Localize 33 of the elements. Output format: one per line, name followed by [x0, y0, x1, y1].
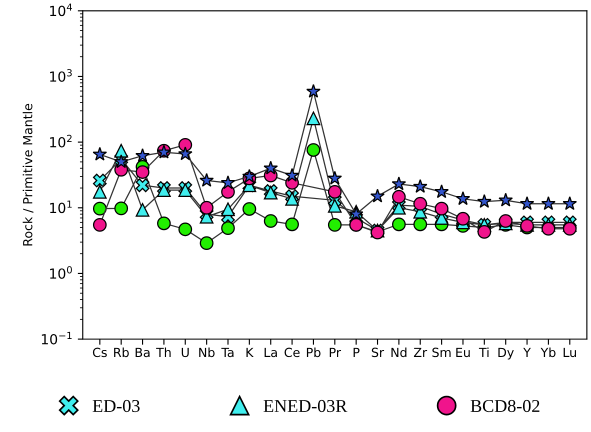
- x-tick-label: K: [246, 348, 254, 357]
- x-tick-label: Sr: [372, 348, 384, 358]
- x-tick-label: Pb: [306, 347, 320, 358]
- x-tick-label: Dy: [498, 348, 514, 360]
- x-tick-label: Ta: [221, 348, 234, 358]
- x-tick-label: U: [182, 348, 189, 358]
- y-axis-title: Rock / Primitive Mantle: [22, 104, 34, 246]
- legend-label: ENED-03R: [264, 400, 348, 412]
- x-tick-label: Cs: [92, 348, 107, 358]
- x-tick-label: Pr: [330, 348, 342, 357]
- x-tick-label: Yb: [540, 347, 556, 358]
- x-tick-label: Zr: [414, 348, 428, 357]
- x-tick-label: Y: [523, 348, 531, 357]
- x-tick-label: Th: [156, 347, 171, 357]
- x-tick-label: Nd: [391, 347, 406, 358]
- y-tick-label: 10$^{3}$: [50, 69, 72, 82]
- y-tick-label: 10$^{−1}$: [42, 332, 72, 344]
- x-tick-label: Eu: [456, 348, 470, 358]
- y-tick-label: 10$^{1}$: [50, 200, 72, 214]
- x-tick-label: Rb: [114, 347, 129, 358]
- x-tick-label: Sm: [432, 348, 451, 358]
- legend-label: BCD8-02: [470, 400, 540, 412]
- y-tick-label: 10$^{2}$: [50, 134, 72, 148]
- x-tick-label: Ti: [478, 347, 489, 357]
- x-tick-label: P: [354, 348, 360, 357]
- legend-label: ED-03: [92, 400, 140, 412]
- x-tick-label: Ce: [284, 348, 300, 358]
- x-tick-label: Lu: [564, 348, 576, 358]
- y-tick-label: 10$^{4}$: [50, 4, 72, 16]
- x-tick-label: Nb: [199, 347, 215, 358]
- x-tick-label: La: [264, 348, 277, 358]
- y-tick-label: 10$^{0}$: [50, 266, 72, 279]
- x-tick-label: Ba: [136, 348, 150, 358]
